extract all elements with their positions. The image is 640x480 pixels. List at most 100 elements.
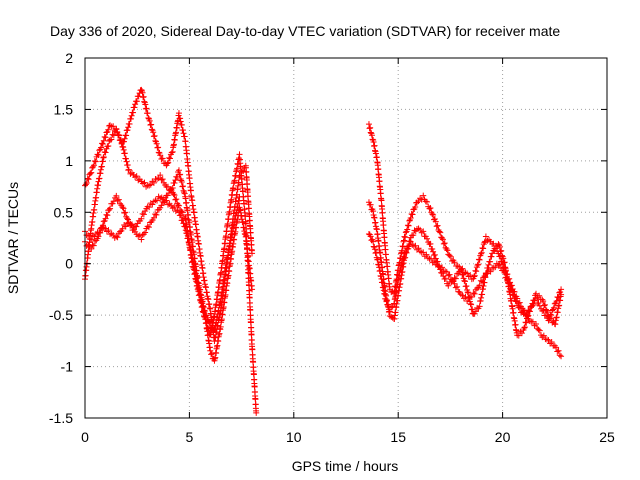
data-point-marker [367,233,374,240]
data-point-marker [249,346,256,353]
data-point-marker [430,211,437,218]
data-point-marker [373,226,380,233]
data-point-marker [195,240,202,247]
data-point-marker [553,314,560,321]
y-tick-label: 0.5 [54,204,74,220]
data-point-marker [479,278,486,285]
data-point-marker [476,282,483,289]
data-point-marker [117,228,124,235]
data-point-marker [152,211,159,218]
data-point-marker [175,202,182,209]
data-point-marker [400,253,407,260]
data-point-marker [247,229,254,236]
data-point-marker [212,334,219,341]
data-point-marker [436,228,443,235]
data-point-marker [205,318,212,325]
data-point-marker [437,229,444,236]
data-point-marker [213,319,220,326]
data-point-marker [122,223,129,230]
data-point-marker [110,198,117,205]
data-point-marker [533,290,540,297]
data-point-marker [158,155,165,162]
data-point-marker [120,205,127,212]
data-point-marker [240,168,247,175]
data-point-marker [443,268,450,275]
data-point-marker [93,194,100,201]
data-point-marker [516,304,523,311]
data-point-marker [186,175,193,182]
data-point-marker [381,290,388,297]
x-tick-label: 5 [186,429,194,445]
data-point-marker [96,175,103,182]
data-point-marker [157,152,164,159]
data-point-marker [367,201,374,208]
data-point-marker [180,187,187,194]
data-point-marker [472,308,479,315]
data-point-marker [536,292,543,299]
data-point-marker [85,176,92,183]
data-point-marker [113,192,120,199]
data-point-marker [385,275,392,282]
data-point-marker [503,274,510,281]
data-point-marker [89,218,96,225]
data-point-marker [152,137,159,144]
data-point-marker [89,241,96,248]
data-point-marker [185,162,192,169]
data-point-marker [407,215,414,222]
data-point-marker [543,312,550,319]
data-point-marker [208,350,215,357]
data-point-marker [396,268,403,275]
data-point-marker [544,309,551,316]
data-point-marker [229,230,236,237]
data-point-marker [95,233,102,240]
data-point-marker [206,319,213,326]
data-point-marker [92,238,99,245]
data-point-marker [165,189,172,196]
data-point-marker [167,155,174,162]
data-point-marker [535,299,542,306]
data-point-marker [245,193,252,200]
y-tick-label: -1.5 [49,410,73,426]
y-tick-label: 2 [65,50,73,66]
data-point-marker [388,304,395,311]
data-point-marker [550,304,557,311]
data-point-marker [91,157,98,164]
data-point-marker [415,245,422,252]
data-point-marker [106,206,113,213]
data-point-marker [495,241,502,248]
data-point-marker [237,172,244,179]
data-point-marker [376,178,383,185]
data-point-marker [470,290,477,297]
data-point-marker [151,132,158,139]
data-point-marker [243,241,250,248]
data-point-marker [397,280,404,287]
data-point-marker [104,212,111,219]
data-point-marker [427,205,434,212]
data-point-marker [380,221,387,228]
data-point-marker [431,216,438,223]
data-point-marker [153,140,160,147]
data-point-marker [138,236,145,243]
data-point-marker [140,211,147,218]
data-point-marker [100,153,107,160]
data-point-marker [452,275,459,282]
data-point-marker [553,344,560,351]
data-point-marker [478,249,485,256]
data-point-marker [175,110,182,117]
data-point-marker [179,183,186,190]
data-point-marker [157,172,164,179]
data-point-marker [124,215,131,222]
data-point-marker [177,176,184,183]
data-point-marker [145,224,152,231]
data-point-marker [558,291,565,298]
data-point-marker [368,132,375,139]
data-point-marker [409,211,416,218]
data-point-marker [140,93,147,100]
data-point-marker [242,220,249,227]
data-point-marker [423,251,430,258]
data-point-marker [84,175,91,182]
data-point-marker [476,256,483,263]
data-point-marker [420,228,427,235]
data-point-marker [133,173,140,180]
data-point-marker [144,110,151,117]
